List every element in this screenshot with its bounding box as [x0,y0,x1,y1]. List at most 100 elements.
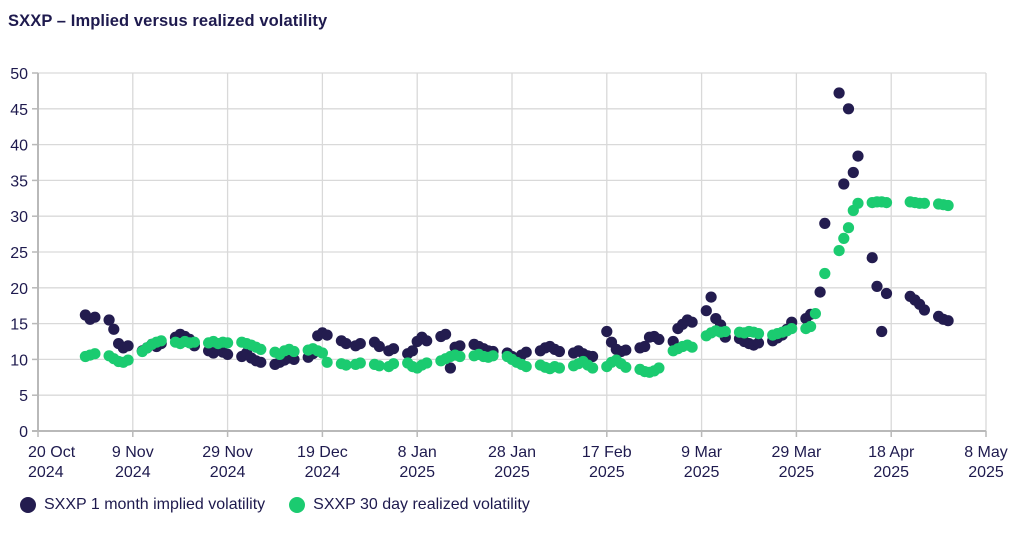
x-tick-label: 18 Apr [868,444,915,461]
data-point-implied [838,178,850,190]
data-point-realized [752,328,765,340]
chart-legend: SXXP 1 month implied volatility SXXP 30 … [20,496,530,514]
data-point-implied [553,345,566,358]
data-point-realized [122,354,134,366]
data-point-implied [752,337,765,349]
realized-series-dot-icon [289,497,306,513]
data-point-implied [700,305,712,317]
data-point-realized [686,341,698,353]
y-tick-label: 40 [10,138,28,155]
data-point-implied [122,340,134,352]
x-tick-label: 20 Oct [28,444,76,461]
data-point-implied [520,346,532,358]
data-point-realized [719,325,731,338]
data-point-realized [354,357,366,369]
x-tick-label-year: 2024 [28,464,64,481]
data-point-realized [852,197,864,209]
x-tick-label-year: 2024 [305,464,341,481]
data-point-realized [833,245,845,257]
data-point-realized [316,347,328,359]
x-tick-label: 28 Jan [488,444,536,461]
data-point-realized [838,232,850,244]
data-point-implied [454,340,466,352]
data-point-realized [421,357,433,369]
y-tick-label: 5 [19,388,28,405]
data-point-realized [809,308,822,320]
data-point-implied [387,343,400,355]
x-tick-label-year: 2025 [684,464,720,481]
x-tick-label: 9 Nov [112,444,154,461]
data-point-realized [587,362,599,374]
data-point-implied [587,350,599,363]
chart-title: SXXP – Implied versus realized volatilit… [8,12,328,30]
data-point-implied [601,325,613,338]
data-point-implied [103,314,115,326]
y-tick-label: 50 [10,66,28,83]
x-tick-label: 29 Mar [772,444,822,461]
data-point-implied [847,166,859,179]
data-point-implied [288,353,300,365]
data-point-implied [942,315,954,327]
data-point-realized [653,362,665,374]
data-point-implied [871,280,883,292]
data-point-realized [340,359,352,371]
x-tick-label-year: 2025 [968,464,1004,481]
y-tick-label: 20 [10,281,28,298]
data-point-implied [255,356,267,368]
data-point-realized [553,362,566,374]
x-tick-label-year: 2024 [210,464,246,481]
data-point-realized [89,348,101,360]
x-tick-label-year: 2025 [779,464,815,481]
data-point-implied [108,323,120,335]
y-tick-label: 15 [10,317,28,334]
data-point-realized [520,361,532,373]
data-point-implied [222,348,234,360]
data-point-implied [89,311,101,323]
data-point-implied [639,340,651,353]
data-point-implied [321,329,333,341]
data-point-realized [842,222,855,234]
implied-series-dot-icon [20,497,36,513]
x-tick-label-year: 2025 [873,464,909,481]
data-point-realized [155,335,167,347]
data-point-implied [406,345,419,357]
data-point-realized [880,197,893,209]
data-point-implied [421,335,433,347]
data-point-realized [786,323,798,335]
data-point-implied [686,316,698,328]
data-point-implied [340,338,352,350]
data-point-implied [842,103,855,115]
data-point-implied [705,291,717,303]
x-tick-label-year: 2025 [399,464,435,481]
data-point-implied [440,328,452,340]
data-point-implied [833,87,845,99]
legend-label-realized: SXXP 30 day realized volatility [313,496,530,513]
x-tick-label: 8 May [964,444,1008,461]
y-tick-label: 45 [10,102,28,119]
data-point-realized [373,360,385,372]
data-point-realized [805,320,817,333]
data-point-realized [188,336,200,348]
x-tick-label: 29 Nov [202,444,253,461]
data-point-implied [819,217,831,229]
legend-item-realized: SXXP 30 day realized volatility [289,496,530,514]
data-point-implied [653,333,665,345]
data-point-implied [918,304,931,316]
y-tick-label: 30 [10,209,28,226]
data-point-implied [620,344,632,356]
y-tick-label: 25 [10,245,28,262]
y-tick-label: 10 [10,352,28,369]
data-point-implied [373,340,385,353]
data-point-implied [814,286,826,298]
x-tick-label-year: 2025 [494,464,530,481]
data-point-realized [387,358,400,370]
legend-item-implied: SXXP 1 month implied volatility [20,496,265,514]
x-tick-label: 19 Dec [297,444,348,461]
data-point-realized [487,350,499,362]
y-tick-label: 35 [10,173,28,190]
data-point-implied [444,362,456,374]
x-tick-label: 17 Feb [582,444,632,461]
legend-label-implied: SXXP 1 month implied volatility [44,496,266,513]
